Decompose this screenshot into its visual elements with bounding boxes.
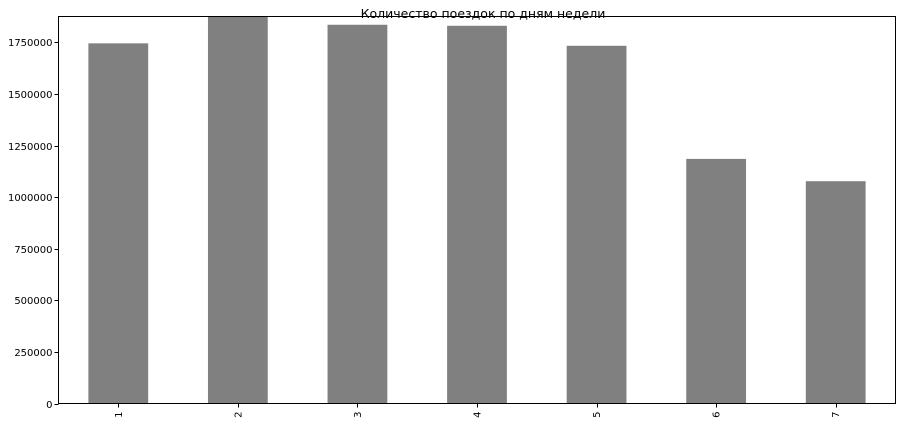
y-tick-label: 1750000 — [8, 38, 53, 49]
x-tick-label: 5 — [592, 412, 603, 418]
y-tick-label: 1000000 — [8, 193, 53, 204]
bars — [88, 16, 866, 404]
y-tick-label: 750000 — [14, 245, 52, 256]
y-tick-label: 250000 — [14, 348, 52, 359]
x-axis: 1 2 3 4 5 6 7 — [114, 403, 842, 418]
plot-frame — [58, 16, 896, 404]
y-tick-label: 1250000 — [8, 142, 53, 153]
x-tick-label: 2 — [233, 412, 244, 418]
bar-2 — [207, 16, 268, 404]
x-tick-label: 7 — [831, 412, 842, 418]
y-axis: 0 250000 500000 750000 1000000 1250000 1500000… — [8, 38, 59, 411]
bar-7 — [805, 181, 866, 404]
x-tick-label: 4 — [473, 412, 484, 418]
x-tick-label: 3 — [353, 412, 364, 418]
bar-4 — [447, 25, 507, 404]
bar-6 — [686, 158, 747, 404]
x-tick-label: 1 — [114, 412, 125, 418]
bar-1 — [88, 43, 149, 404]
y-tick-label: 500000 — [14, 296, 52, 307]
y-tick-label: 0 — [46, 400, 52, 411]
bar-5 — [566, 45, 627, 404]
y-tick-label: 1500000 — [8, 90, 53, 101]
chart-title: Количество поездок по дням недели — [361, 6, 606, 21]
bar-3 — [327, 24, 388, 404]
x-tick-label: 6 — [712, 412, 723, 418]
